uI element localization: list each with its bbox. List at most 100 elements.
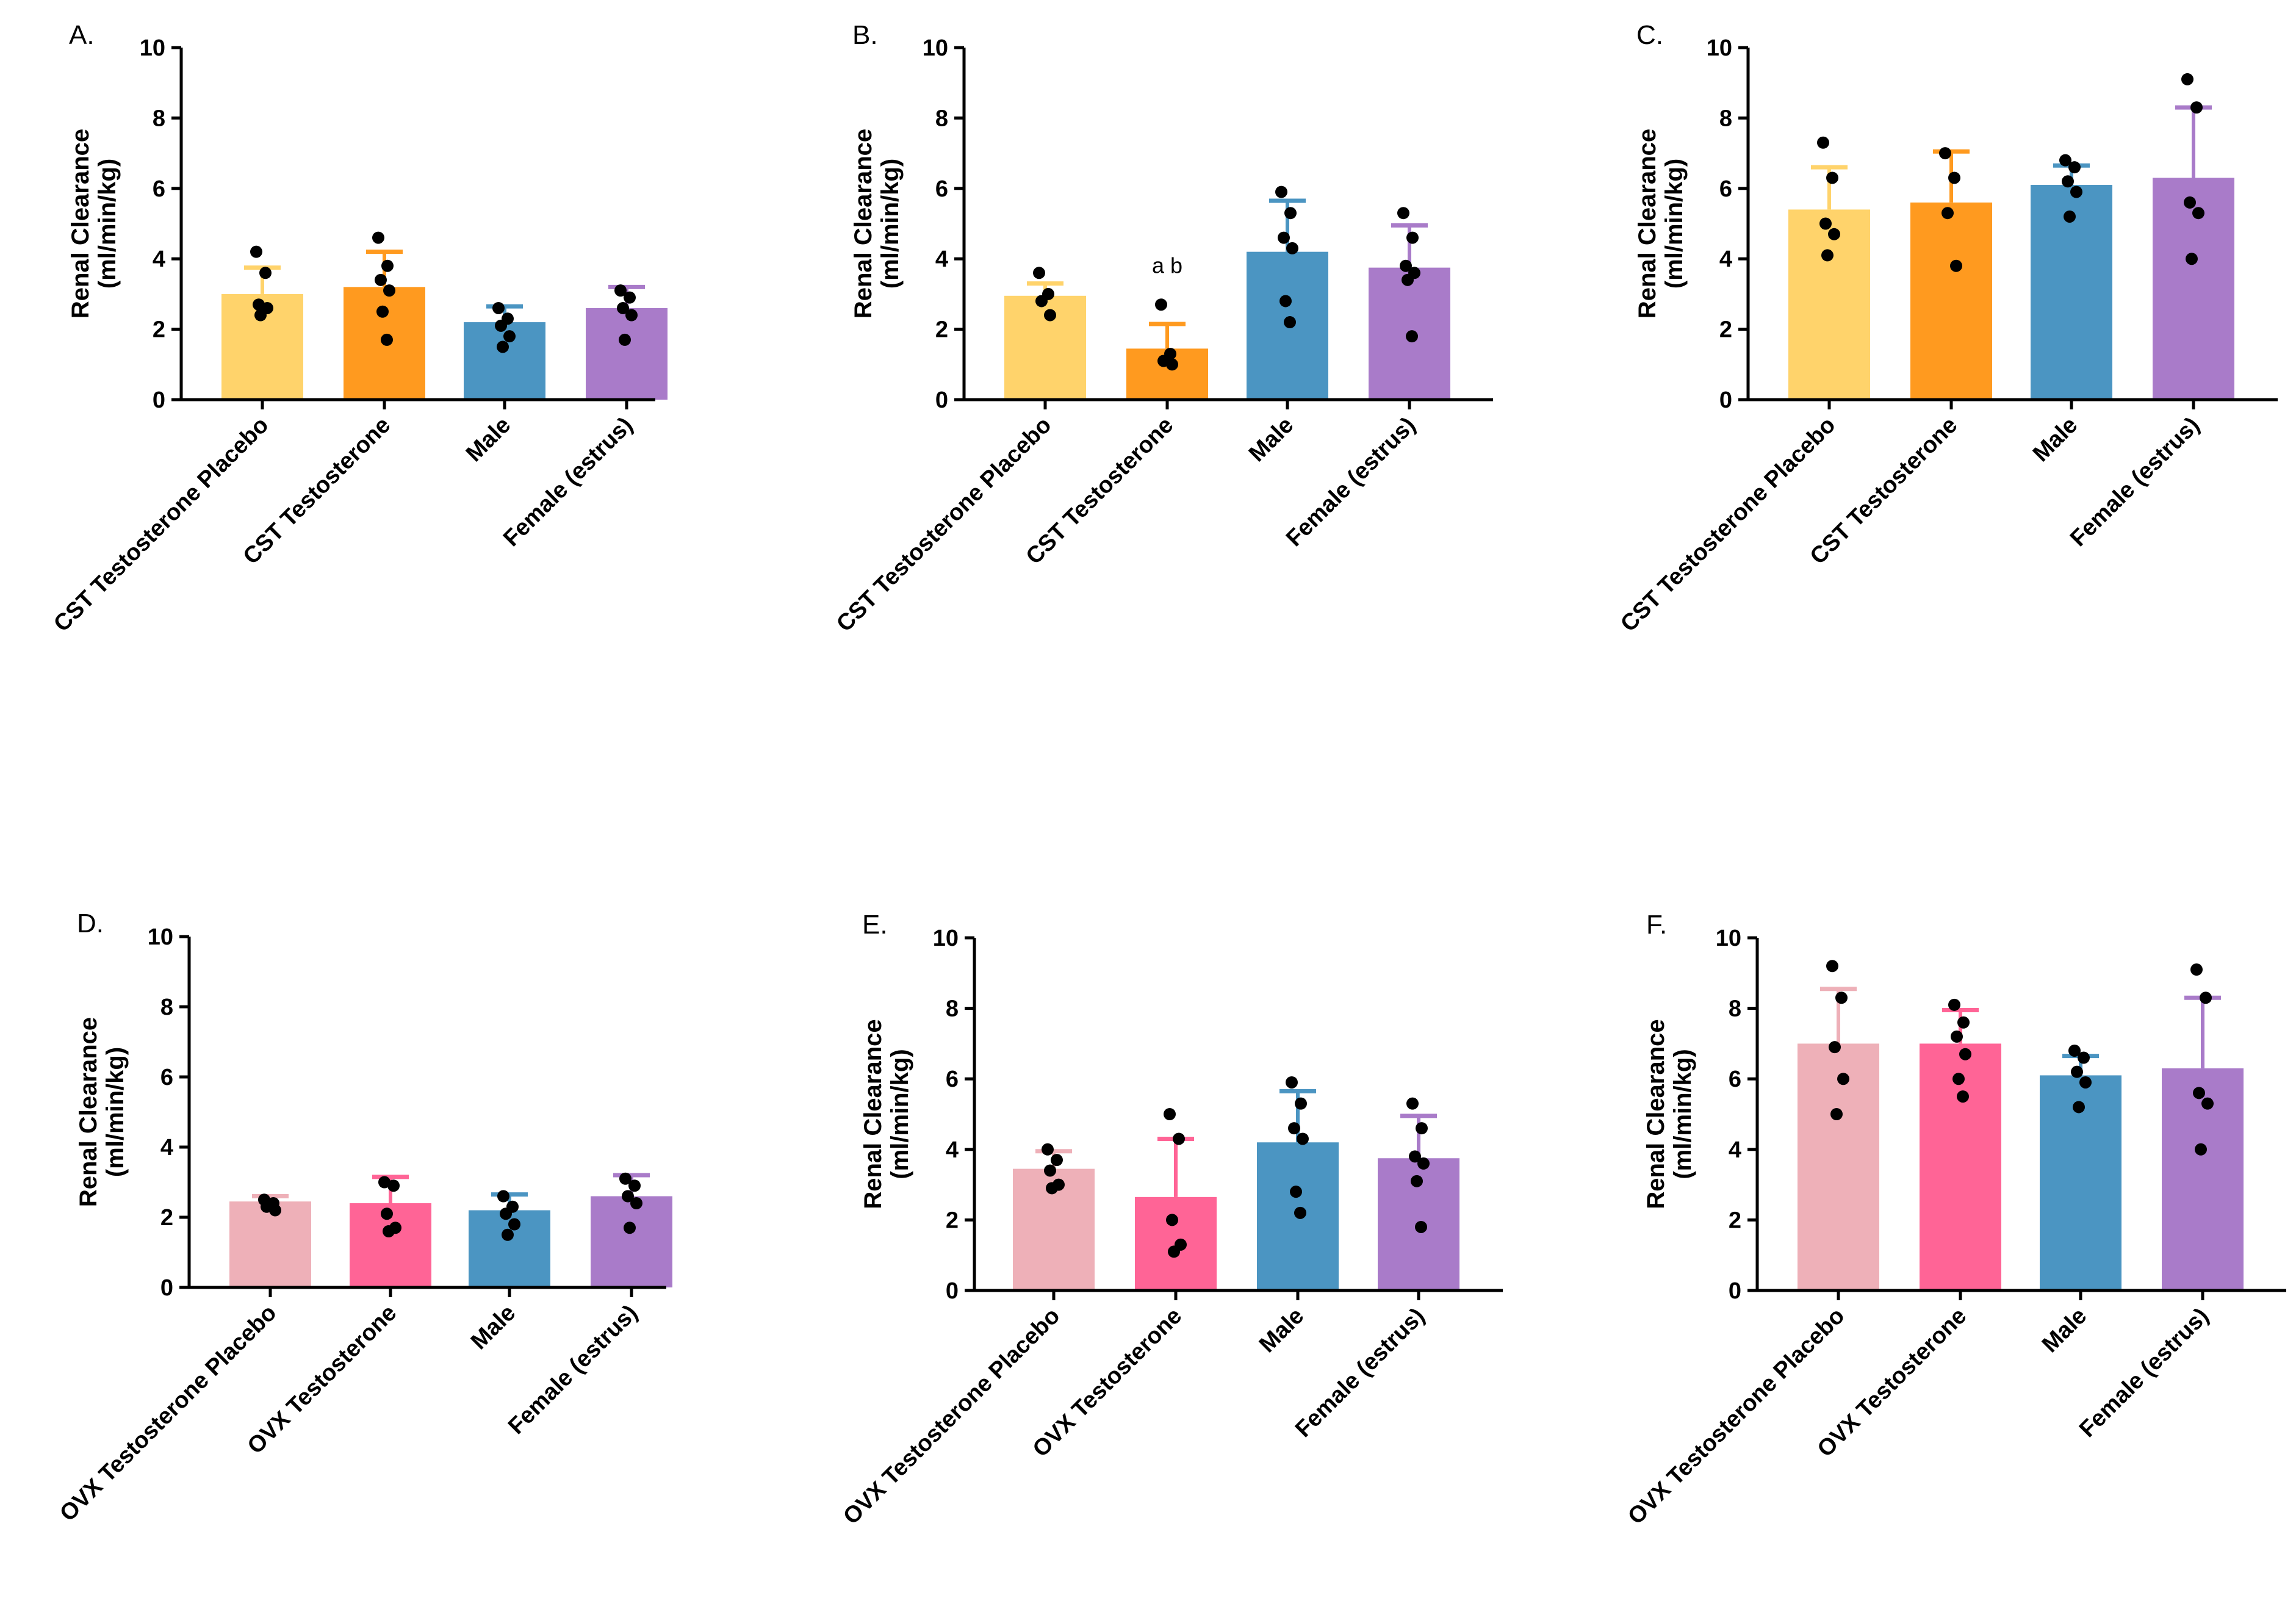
- y-tick-label: 4: [1719, 247, 1732, 272]
- y-tick-label: 2: [946, 1207, 959, 1233]
- data-point: [503, 330, 516, 343]
- y-tick-label: 2: [935, 317, 948, 343]
- x-tick-label: Female (estrus): [1290, 1303, 1430, 1442]
- data-point: [1942, 207, 1954, 220]
- data-point: [1951, 1030, 1963, 1043]
- data-point: [1166, 358, 1178, 371]
- data-point: [630, 1197, 642, 1209]
- data-point: [1406, 330, 1418, 343]
- data-point: [1033, 267, 1045, 279]
- data-point: [372, 231, 384, 244]
- panel-letter: E.: [862, 910, 888, 940]
- data-point: [2200, 992, 2212, 1004]
- bar: [591, 1196, 672, 1287]
- data-point: [381, 1207, 393, 1220]
- panel-letter: A.: [69, 20, 95, 50]
- data-point: [2059, 154, 2071, 167]
- y-tick-label: 10: [933, 926, 959, 951]
- x-tick-label: OVX Testosterone Placebo: [838, 1303, 1065, 1530]
- y-axis-title: Renal Clearance: [75, 1017, 102, 1207]
- data-point: [1286, 1076, 1298, 1089]
- significance-label: a b: [1152, 253, 1182, 278]
- y-tick-label: 10: [148, 924, 173, 950]
- data-point: [628, 1179, 641, 1192]
- data-point: [1821, 249, 1834, 262]
- data-point: [2192, 207, 2204, 220]
- y-tick-label: 10: [1716, 926, 1741, 951]
- data-point: [500, 1207, 512, 1220]
- data-point: [1829, 1041, 1841, 1054]
- y-tick-label: 2: [1729, 1207, 1741, 1233]
- x-tick-label: CST Testosterone Placebo: [832, 412, 1056, 637]
- data-point: [1826, 960, 1838, 973]
- data-point: [2062, 175, 2074, 188]
- data-point: [2068, 1044, 2081, 1057]
- data-point: [614, 284, 627, 297]
- y-tick-label: 4: [160, 1135, 173, 1161]
- data-point: [2079, 1076, 2092, 1089]
- y-tick-label: 6: [935, 176, 948, 202]
- y-axis-title: Renal Clearance: [67, 129, 94, 319]
- y-tick-label: 0: [160, 1275, 173, 1301]
- panel-letter: B.: [852, 20, 878, 50]
- y-tick-label: 0: [946, 1278, 959, 1304]
- data-point: [1288, 1122, 1300, 1135]
- data-point: [1939, 147, 1951, 160]
- y-axis-unit: (ml/min/kg): [877, 159, 904, 289]
- data-point: [381, 259, 394, 272]
- y-tick-label: 2: [1719, 317, 1732, 343]
- y-tick-label: 2: [160, 1205, 173, 1231]
- data-point: [1284, 207, 1297, 220]
- data-point: [1835, 992, 1848, 1004]
- data-point: [383, 284, 395, 297]
- data-point: [1278, 231, 1290, 244]
- y-tick-label: 8: [160, 995, 173, 1020]
- x-tick-label: Female (estrus): [2075, 1303, 2214, 1442]
- data-point: [1959, 1048, 1971, 1060]
- data-point: [622, 1190, 634, 1203]
- data-point: [2184, 196, 2196, 209]
- data-point: [1042, 1143, 1054, 1156]
- y-axis-unit: (ml/min/kg): [102, 1047, 129, 1177]
- data-point: [250, 245, 262, 258]
- data-point: [1957, 1090, 1969, 1103]
- data-point: [1948, 171, 1960, 184]
- data-point: [1046, 1182, 1058, 1195]
- data-point: [378, 1176, 390, 1189]
- chart-panel-d: D. Renal Clearance (ml/min/kg) 0 2 4 6 8 10 OVX T…: [55, 909, 672, 1527]
- x-tick-label: CST Testosterone Placebo: [1616, 412, 1840, 637]
- data-point: [624, 291, 636, 304]
- y-tick-label: 2: [153, 317, 165, 343]
- data-point: [2190, 963, 2203, 976]
- data-point: [1290, 1186, 1302, 1198]
- data-point: [1155, 298, 1167, 311]
- y-tick-label: 8: [946, 996, 959, 1022]
- x-tick-label: Female (estrus): [1281, 412, 1420, 552]
- data-point: [1284, 316, 1296, 329]
- y-tick-label: 0: [1729, 1278, 1741, 1304]
- data-point: [1400, 259, 1412, 272]
- data-point: [1411, 1175, 1423, 1187]
- y-axis-unit: (ml/min/kg): [887, 1049, 913, 1179]
- data-point: [1406, 1097, 1419, 1110]
- y-tick-label: 6: [1729, 1067, 1741, 1092]
- data-point: [269, 1204, 281, 1217]
- chart-panel-f: F. Renal Clearance (ml/min/kg) 0 2 4 6 8 10 OVX T…: [1623, 910, 2286, 1530]
- bar: [1920, 1043, 2001, 1290]
- x-tick-label: Male: [1254, 1303, 1309, 1358]
- chart-panel-e: E. Renal Clearance (ml/min/kg) 0 2 4 6 8 10 OVX T…: [838, 910, 1503, 1530]
- y-tick-label: 8: [1719, 106, 1732, 131]
- data-point: [1402, 273, 1414, 286]
- data-point: [508, 1218, 520, 1231]
- data-point: [2071, 1065, 2083, 1078]
- data-point: [1168, 1245, 1180, 1258]
- data-point: [625, 309, 638, 322]
- data-point: [1416, 1122, 1428, 1135]
- data-point: [1952, 1073, 1965, 1085]
- y-tick-label: 0: [153, 387, 165, 413]
- data-point: [1957, 1016, 1970, 1029]
- x-tick-label: Female (estrus): [503, 1300, 642, 1439]
- data-point: [619, 1172, 632, 1185]
- data-point: [1826, 171, 1838, 184]
